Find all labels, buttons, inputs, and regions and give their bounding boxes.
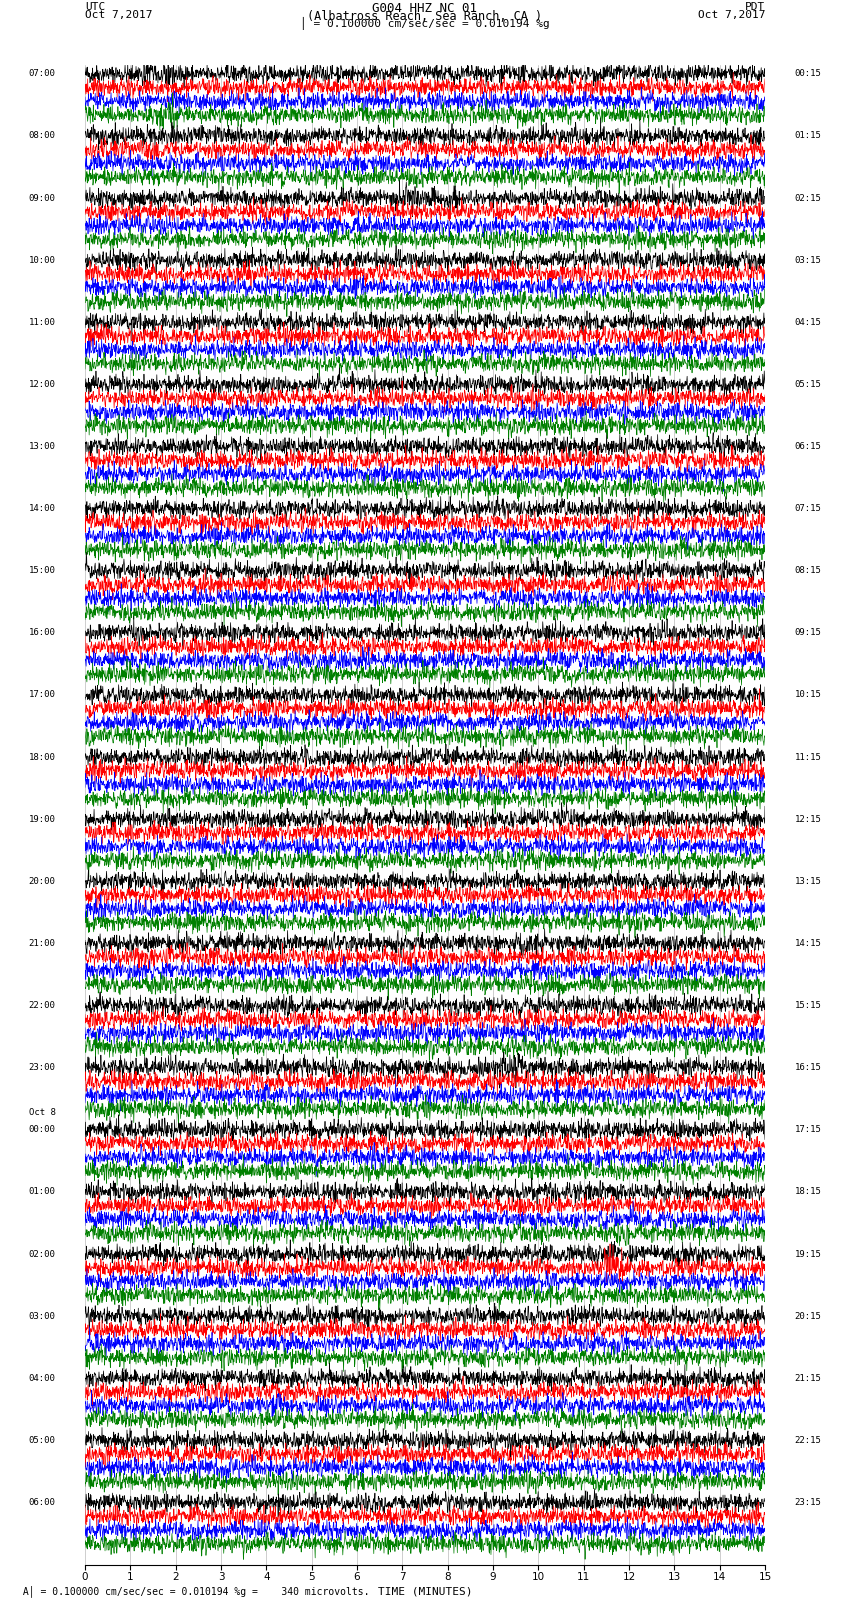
Text: Oct 7,2017: Oct 7,2017: [698, 10, 765, 19]
Text: 16:00: 16:00: [29, 629, 55, 637]
Text: 01:15: 01:15: [795, 131, 821, 140]
Text: 03:15: 03:15: [795, 256, 821, 265]
Text: 20:00: 20:00: [29, 877, 55, 886]
Text: 14:00: 14:00: [29, 505, 55, 513]
Text: 15:00: 15:00: [29, 566, 55, 576]
Text: 13:15: 13:15: [795, 877, 821, 886]
Text: 22:00: 22:00: [29, 1002, 55, 1010]
Text: 02:15: 02:15: [795, 194, 821, 203]
Text: 15:15: 15:15: [795, 1002, 821, 1010]
Text: 05:00: 05:00: [29, 1436, 55, 1445]
Text: 19:15: 19:15: [795, 1250, 821, 1258]
Text: 08:00: 08:00: [29, 131, 55, 140]
Text: 09:00: 09:00: [29, 194, 55, 203]
Text: 17:00: 17:00: [29, 690, 55, 700]
Text: 03:00: 03:00: [29, 1311, 55, 1321]
Text: 12:00: 12:00: [29, 381, 55, 389]
Text: 21:00: 21:00: [29, 939, 55, 948]
Text: 02:00: 02:00: [29, 1250, 55, 1258]
Text: 06:00: 06:00: [29, 1498, 55, 1507]
Text: 17:15: 17:15: [795, 1126, 821, 1134]
Text: 05:15: 05:15: [795, 381, 821, 389]
Text: 09:15: 09:15: [795, 629, 821, 637]
Text: │ = 0.100000 cm/sec/sec = 0.010194 %g: │ = 0.100000 cm/sec/sec = 0.010194 %g: [300, 18, 550, 31]
Text: 10:15: 10:15: [795, 690, 821, 700]
Text: 11:00: 11:00: [29, 318, 55, 327]
Text: 11:15: 11:15: [795, 753, 821, 761]
Text: 20:15: 20:15: [795, 1311, 821, 1321]
Text: Oct 7,2017: Oct 7,2017: [85, 10, 152, 19]
Text: 13:00: 13:00: [29, 442, 55, 452]
Text: 23:00: 23:00: [29, 1063, 55, 1073]
Text: 12:15: 12:15: [795, 815, 821, 824]
Text: (Albatross Reach, Sea Ranch, CA ): (Albatross Reach, Sea Ranch, CA ): [308, 10, 542, 23]
Text: G004 HHZ NC 01: G004 HHZ NC 01: [372, 3, 478, 16]
Text: 04:15: 04:15: [795, 318, 821, 327]
Text: 07:15: 07:15: [795, 505, 821, 513]
Text: 21:15: 21:15: [795, 1374, 821, 1382]
Text: 18:00: 18:00: [29, 753, 55, 761]
Text: 00:15: 00:15: [795, 69, 821, 79]
Text: UTC: UTC: [85, 3, 105, 13]
Text: 01:00: 01:00: [29, 1187, 55, 1197]
Text: 07:00: 07:00: [29, 69, 55, 79]
Text: 18:15: 18:15: [795, 1187, 821, 1197]
Text: 08:15: 08:15: [795, 566, 821, 576]
Text: 06:15: 06:15: [795, 442, 821, 452]
Text: PDT: PDT: [745, 3, 765, 13]
Text: 23:15: 23:15: [795, 1498, 821, 1507]
Text: 16:15: 16:15: [795, 1063, 821, 1073]
Text: 04:00: 04:00: [29, 1374, 55, 1382]
Text: A│ = 0.100000 cm/sec/sec = 0.010194 %g =    340 microvolts.: A│ = 0.100000 cm/sec/sec = 0.010194 %g =…: [17, 1586, 370, 1597]
Text: 14:15: 14:15: [795, 939, 821, 948]
Text: 19:00: 19:00: [29, 815, 55, 824]
Text: 00:00: 00:00: [29, 1126, 55, 1134]
X-axis label: TIME (MINUTES): TIME (MINUTES): [377, 1587, 473, 1597]
Text: 22:15: 22:15: [795, 1436, 821, 1445]
Text: 10:00: 10:00: [29, 256, 55, 265]
Text: Oct 8: Oct 8: [29, 1108, 55, 1116]
